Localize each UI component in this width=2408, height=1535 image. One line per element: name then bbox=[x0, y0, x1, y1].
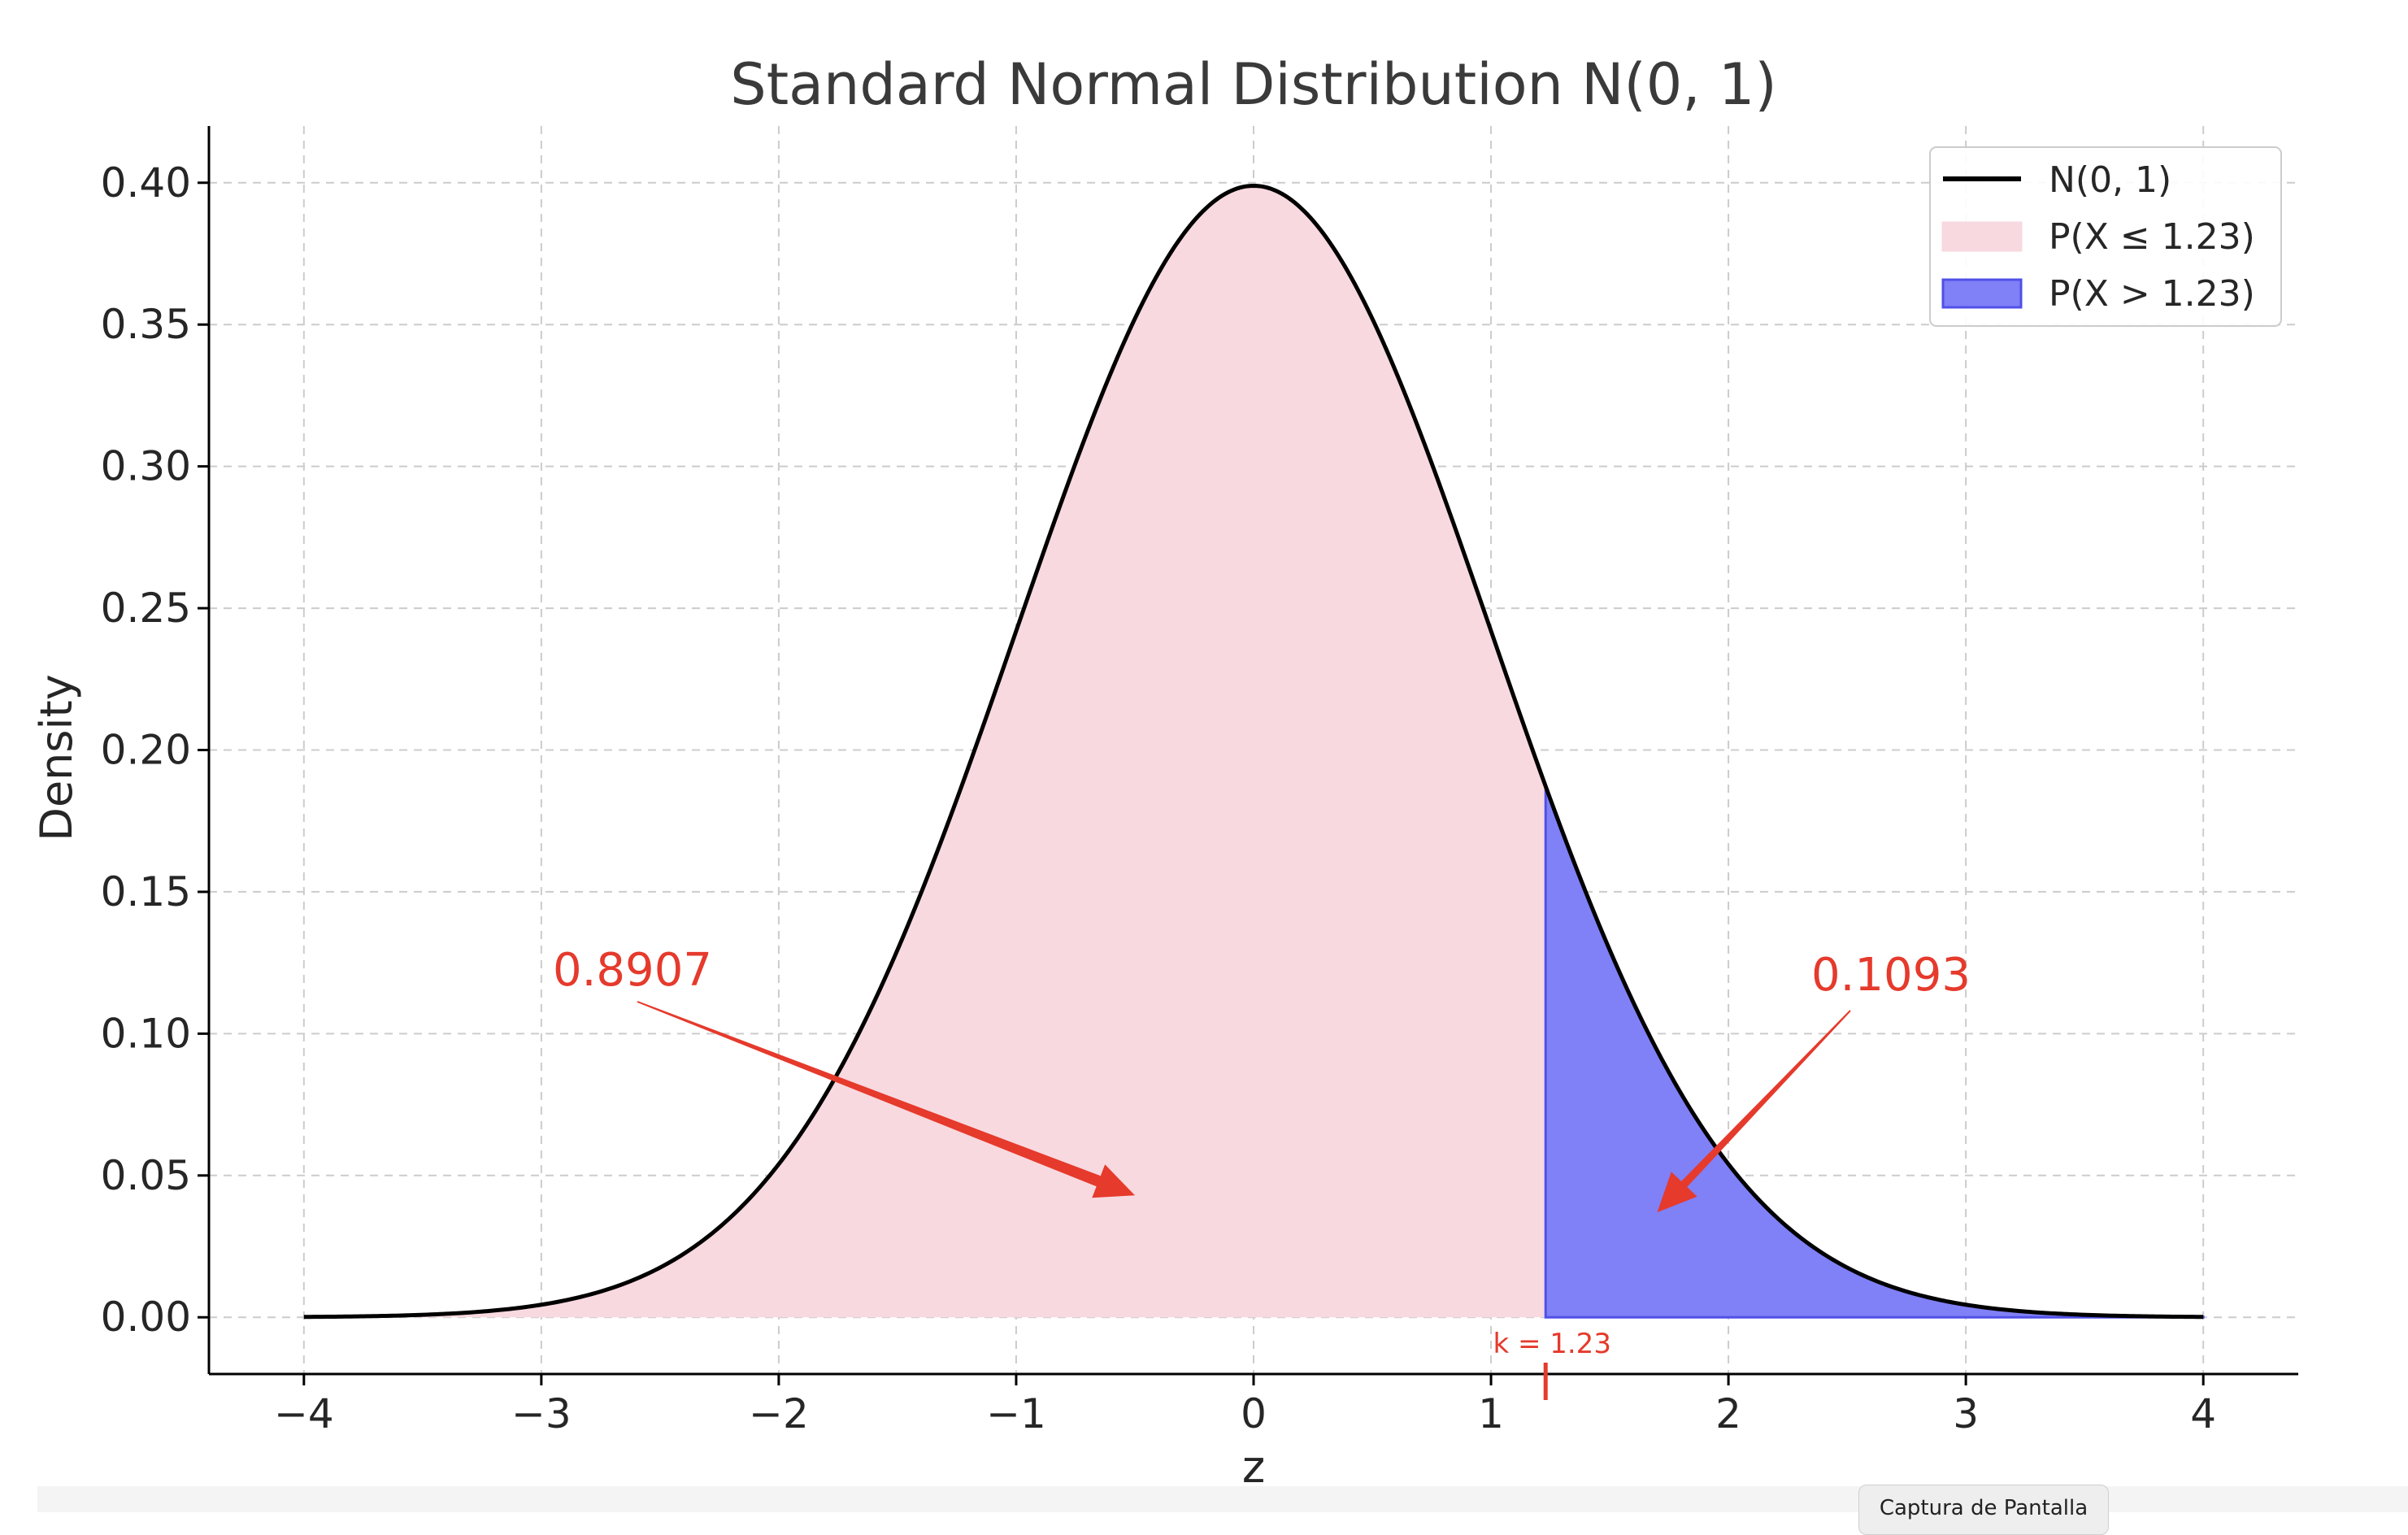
cutoff-label: k = 1.23 bbox=[1493, 1328, 1611, 1360]
annotations: 0.8907 0.1093 bbox=[553, 944, 1971, 1213]
density-curve bbox=[303, 183, 2204, 1320]
x-tick-label: −1 bbox=[986, 1390, 1046, 1437]
x-tick-label: 1 bbox=[1478, 1390, 1504, 1437]
legend-swatch-area bbox=[1941, 278, 2023, 309]
y-tick-label: 0.05 bbox=[101, 1152, 191, 1199]
y-tick-label: 0.35 bbox=[101, 301, 191, 348]
y-ticks: 0.00 0.05 0.10 0.15 0.20 0.25 0.30 0.35 0.40 bbox=[101, 159, 209, 1341]
chart-title: Standard Normal Distribution N(0, 1) bbox=[730, 51, 1776, 118]
x-tick-label: 2 bbox=[1715, 1390, 1741, 1437]
x-axis-label: z bbox=[1242, 1442, 1265, 1493]
annotation-arrow bbox=[1657, 1010, 1851, 1213]
x-tick-label: 0 bbox=[1241, 1390, 1267, 1437]
y-tick-label: 0.15 bbox=[101, 868, 191, 915]
y-tick-label: 0.00 bbox=[101, 1294, 191, 1341]
annotation-arrow bbox=[637, 1001, 1135, 1198]
x-tick-label: −3 bbox=[511, 1390, 572, 1437]
x-tick-label: −4 bbox=[274, 1390, 334, 1437]
legend-label: P(X ≤ 1.23) bbox=[2049, 216, 2255, 258]
area-upper-tail bbox=[1544, 785, 2205, 1319]
y-tick-label: 0.25 bbox=[101, 585, 191, 632]
x-tick-label: −2 bbox=[749, 1390, 809, 1437]
y-tick-label: 0.10 bbox=[101, 1010, 191, 1057]
shaded-areas bbox=[303, 185, 2205, 1319]
annotation-label: 0.1093 bbox=[1811, 949, 1971, 1002]
y-tick-label: 0.20 bbox=[101, 727, 191, 774]
curve-layer bbox=[303, 183, 2204, 1320]
x-tick-label: 4 bbox=[2190, 1390, 2216, 1437]
x-tick-label: 3 bbox=[1953, 1390, 1979, 1437]
annotation-label: 0.8907 bbox=[553, 944, 712, 997]
area-lower bbox=[303, 185, 1546, 1318]
y-tick-label: 0.30 bbox=[101, 443, 191, 490]
legend-swatch-area bbox=[1941, 221, 2023, 252]
y-tick-label: 0.40 bbox=[101, 159, 191, 207]
cutoff-marker: k = 1.23 bbox=[1493, 1328, 1611, 1400]
y-axis-label: Density bbox=[31, 674, 82, 841]
screen-capture-button[interactable]: Captura de Pantalla bbox=[1858, 1485, 2109, 1535]
x-ticks: −4 −3 −2 −1 0 1 2 3 4 bbox=[274, 1374, 2216, 1437]
legend: N(0, 1) P(X ≤ 1.23) P(X > 1.23) bbox=[1929, 146, 2282, 327]
legend-label: N(0, 1) bbox=[2049, 159, 2171, 201]
legend-label: P(X > 1.23) bbox=[2049, 273, 2255, 315]
